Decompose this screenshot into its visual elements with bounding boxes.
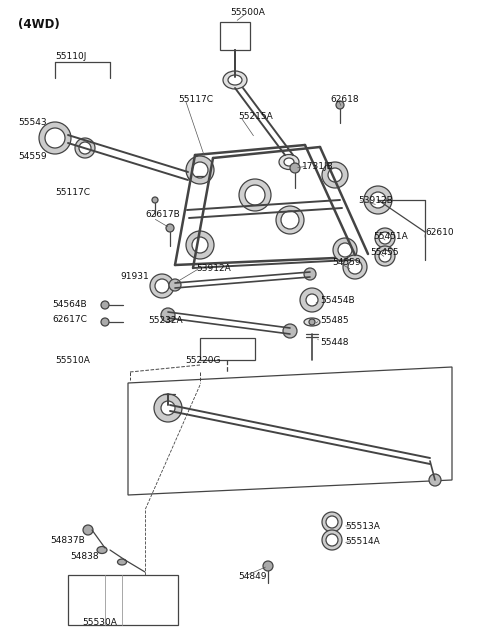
Circle shape: [192, 162, 208, 178]
Circle shape: [333, 238, 357, 262]
Text: 55117C: 55117C: [178, 95, 213, 104]
Text: 55110J: 55110J: [55, 52, 86, 61]
Ellipse shape: [279, 155, 299, 169]
Text: 55500A: 55500A: [230, 8, 265, 17]
Text: 55117C: 55117C: [55, 188, 90, 197]
Circle shape: [245, 185, 265, 205]
Circle shape: [79, 142, 91, 154]
Circle shape: [166, 224, 174, 232]
Circle shape: [281, 211, 299, 229]
Circle shape: [322, 162, 348, 188]
Circle shape: [263, 561, 273, 571]
Circle shape: [39, 122, 71, 154]
Circle shape: [364, 186, 392, 214]
Circle shape: [239, 179, 271, 211]
Circle shape: [101, 318, 109, 326]
Text: 54559: 54559: [18, 152, 47, 161]
Circle shape: [328, 168, 342, 182]
Circle shape: [306, 294, 318, 306]
Text: 55530A: 55530A: [82, 618, 117, 627]
Circle shape: [152, 197, 158, 203]
Bar: [68, 575, 178, 625]
Text: 62618: 62618: [330, 95, 359, 104]
Ellipse shape: [284, 158, 294, 166]
Ellipse shape: [97, 546, 107, 553]
Text: 53912B: 53912B: [358, 196, 393, 205]
Circle shape: [188, 172, 196, 180]
Circle shape: [322, 530, 342, 550]
Circle shape: [283, 324, 297, 338]
Text: 54838: 54838: [70, 552, 98, 561]
Circle shape: [161, 308, 175, 322]
Circle shape: [45, 128, 65, 148]
Circle shape: [309, 319, 315, 325]
Text: 55455: 55455: [370, 248, 398, 257]
Text: 1731JB: 1731JB: [302, 162, 334, 171]
Circle shape: [186, 156, 214, 184]
Circle shape: [276, 206, 304, 234]
Text: 55485: 55485: [320, 316, 348, 325]
Circle shape: [192, 237, 208, 253]
Text: 54837B: 54837B: [50, 536, 85, 545]
Circle shape: [161, 401, 175, 415]
Ellipse shape: [304, 318, 320, 326]
Text: 62617B: 62617B: [145, 210, 180, 219]
Text: 55451A: 55451A: [373, 232, 408, 241]
Circle shape: [375, 246, 395, 266]
Circle shape: [150, 274, 174, 298]
Text: 55215A: 55215A: [238, 112, 273, 121]
Ellipse shape: [118, 559, 127, 565]
Circle shape: [379, 232, 391, 244]
Text: 54559: 54559: [332, 258, 360, 267]
Circle shape: [348, 260, 362, 274]
Circle shape: [101, 301, 109, 309]
Circle shape: [290, 163, 300, 173]
Text: 55454B: 55454B: [320, 296, 355, 305]
Circle shape: [83, 525, 93, 535]
Text: 54564B: 54564B: [52, 300, 86, 309]
Circle shape: [186, 231, 214, 259]
Bar: [220, 22, 250, 50]
Text: 55448: 55448: [320, 338, 348, 347]
Circle shape: [336, 101, 344, 109]
Text: 54849: 54849: [238, 572, 266, 581]
Circle shape: [75, 138, 95, 158]
Circle shape: [338, 243, 352, 257]
Circle shape: [326, 516, 338, 528]
Text: 91931: 91931: [120, 272, 149, 281]
Circle shape: [343, 255, 367, 279]
Circle shape: [370, 192, 386, 208]
Text: 55220G: 55220G: [185, 356, 220, 365]
Text: 55514A: 55514A: [345, 537, 380, 546]
Ellipse shape: [228, 75, 242, 85]
Text: 55513A: 55513A: [345, 522, 380, 531]
Ellipse shape: [223, 71, 247, 89]
Circle shape: [155, 279, 169, 293]
Text: (4WD): (4WD): [18, 18, 60, 31]
Circle shape: [429, 474, 441, 486]
Circle shape: [322, 512, 342, 532]
Circle shape: [326, 534, 338, 546]
Circle shape: [300, 288, 324, 312]
Text: 62610: 62610: [425, 228, 454, 237]
Circle shape: [304, 268, 316, 280]
Text: 53912A: 53912A: [196, 264, 231, 273]
Text: 55232A: 55232A: [148, 316, 182, 325]
Circle shape: [169, 279, 181, 291]
Text: 62617C: 62617C: [52, 315, 87, 324]
Bar: [200, 338, 255, 360]
Text: 55510A: 55510A: [55, 356, 90, 365]
Circle shape: [375, 228, 395, 248]
Circle shape: [379, 250, 391, 262]
Circle shape: [154, 394, 182, 422]
Text: 55543: 55543: [18, 118, 47, 127]
